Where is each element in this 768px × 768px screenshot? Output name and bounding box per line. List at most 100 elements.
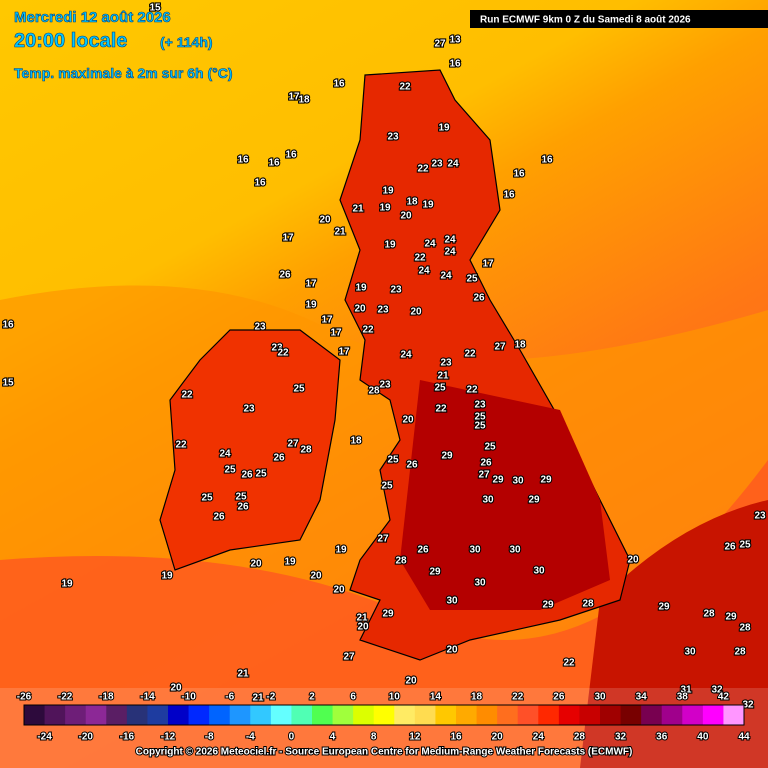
temperature-label: 17 bbox=[330, 328, 342, 339]
temperature-label: 30 bbox=[474, 578, 486, 589]
colorbar-tick-label: 38 bbox=[677, 692, 689, 703]
temperature-label: 20 bbox=[250, 559, 262, 570]
temperature-label: 23 bbox=[387, 132, 399, 143]
temperature-label: 29 bbox=[382, 609, 394, 620]
temperature-label: 25 bbox=[293, 384, 305, 395]
temperature-label: 25 bbox=[474, 412, 486, 423]
colorbar-tick-label: 34 bbox=[636, 692, 648, 703]
temperature-label: 23 bbox=[379, 380, 391, 391]
colorbar-swatch bbox=[188, 705, 210, 725]
colorbar-tick-label: -10 bbox=[181, 692, 196, 703]
temperature-label: 27 bbox=[494, 342, 506, 353]
temperature-label: 19 bbox=[161, 571, 173, 582]
temperature-label: 26 bbox=[273, 453, 285, 464]
colorbar-swatch bbox=[312, 705, 334, 725]
colorbar-swatch bbox=[126, 705, 148, 725]
temperature-label: 20 bbox=[319, 215, 331, 226]
colorbar-tick-label: 18 bbox=[471, 692, 483, 703]
colorbar-tick-label: -8 bbox=[205, 732, 214, 743]
temperature-label: 17 bbox=[338, 347, 350, 358]
temperature-label: 25 bbox=[466, 274, 478, 285]
colorbar-swatch bbox=[24, 705, 46, 725]
temperature-label: 24 bbox=[444, 235, 456, 246]
temperature-label: 16 bbox=[541, 155, 553, 166]
temperature-label: 18 bbox=[298, 95, 310, 106]
colorbar-tick-label: 26 bbox=[553, 692, 565, 703]
colorbar-swatch bbox=[682, 705, 704, 725]
temperature-label: 32 bbox=[711, 685, 723, 696]
temperature-label: 22 bbox=[414, 253, 426, 264]
temperature-label: 16 bbox=[237, 155, 249, 166]
colorbar-swatch bbox=[538, 705, 560, 725]
colorbar-swatch bbox=[353, 705, 375, 725]
colorbar-swatch bbox=[168, 705, 190, 725]
colorbar-tick-label: 6 bbox=[350, 692, 356, 703]
temperature-label: 27 bbox=[343, 652, 355, 663]
temperature-label: 28 bbox=[300, 445, 312, 456]
temperature-label: 28 bbox=[739, 623, 751, 634]
temperature-label: 22 bbox=[362, 325, 374, 336]
temperature-label: 22 bbox=[399, 82, 411, 93]
temperature-label: 20 bbox=[333, 585, 345, 596]
temperature-label: 19 bbox=[355, 283, 367, 294]
temperature-label: 30 bbox=[446, 596, 458, 607]
temperature-label: 25 bbox=[474, 421, 486, 432]
temperature-label: 25 bbox=[255, 469, 267, 480]
temperature-label: 24 bbox=[418, 266, 430, 277]
temperature-label: 20 bbox=[402, 415, 414, 426]
colorbar-swatch bbox=[250, 705, 272, 725]
temperature-label: 20 bbox=[310, 571, 322, 582]
temperature-label: 25 bbox=[434, 383, 446, 394]
temperature-label: 29 bbox=[658, 602, 670, 613]
temperature-label: 26 bbox=[724, 542, 736, 553]
temperature-label: 28 bbox=[703, 609, 715, 620]
colorbar-tick-label: -24 bbox=[37, 732, 52, 743]
temperature-label: 25 bbox=[224, 465, 236, 476]
temperature-label: 20 bbox=[170, 683, 182, 694]
temperature-label: 22 bbox=[417, 164, 429, 175]
temperature-label: 25 bbox=[387, 455, 399, 466]
temperature-label: 30 bbox=[509, 545, 521, 556]
colorbar-tick-label: -26 bbox=[17, 692, 32, 703]
temperature-label: 16 bbox=[503, 190, 515, 201]
temperature-label: 30 bbox=[512, 476, 524, 487]
temperature-label: 29 bbox=[725, 612, 737, 623]
temperature-label: 24 bbox=[219, 449, 231, 460]
colorbar-swatch bbox=[414, 705, 436, 725]
colorbar-tick-label: -6 bbox=[225, 692, 234, 703]
colorbar-tick-label: -22 bbox=[58, 692, 73, 703]
temperature-label: 26 bbox=[406, 460, 418, 471]
temperature-label: 24 bbox=[447, 159, 459, 170]
temperature-label: 28 bbox=[734, 647, 746, 658]
temperature-label: 22 bbox=[435, 404, 447, 415]
temperature-label: 17 bbox=[305, 279, 317, 290]
temperature-label: 29 bbox=[528, 495, 540, 506]
colorbar-tick-label: -16 bbox=[120, 732, 135, 743]
temperature-label: 19 bbox=[438, 123, 450, 134]
temperature-label: 19 bbox=[384, 240, 396, 251]
temperature-label: 15 bbox=[149, 3, 161, 14]
temperature-label: 22 bbox=[175, 440, 187, 451]
temperature-label: 22 bbox=[181, 390, 193, 401]
colorbar-swatch bbox=[65, 705, 87, 725]
colorbar-swatch bbox=[394, 705, 416, 725]
temperature-label: 21 bbox=[352, 204, 364, 215]
colorbar-swatch bbox=[579, 705, 601, 725]
colorbar-swatch bbox=[373, 705, 395, 725]
temperature-label: 25 bbox=[201, 493, 213, 504]
colorbar-swatch bbox=[476, 705, 498, 725]
temperature-label: 32 bbox=[742, 700, 754, 711]
temperature-label: 23 bbox=[474, 400, 486, 411]
colorbar-tick-label: -18 bbox=[99, 692, 114, 703]
temperature-label: 27 bbox=[478, 470, 490, 481]
temperature-label: 24 bbox=[400, 350, 412, 361]
temperature-label: 30 bbox=[482, 495, 494, 506]
temperature-label: 29 bbox=[441, 451, 453, 462]
temperature-label: 24 bbox=[444, 247, 456, 258]
colorbar-tick-label: 22 bbox=[512, 692, 524, 703]
colorbar-tick-label: 0 bbox=[289, 732, 295, 743]
temperature-label: 30 bbox=[684, 647, 696, 658]
temperature-label: 18 bbox=[406, 197, 418, 208]
colorbar-tick-label: -2 bbox=[266, 692, 275, 703]
